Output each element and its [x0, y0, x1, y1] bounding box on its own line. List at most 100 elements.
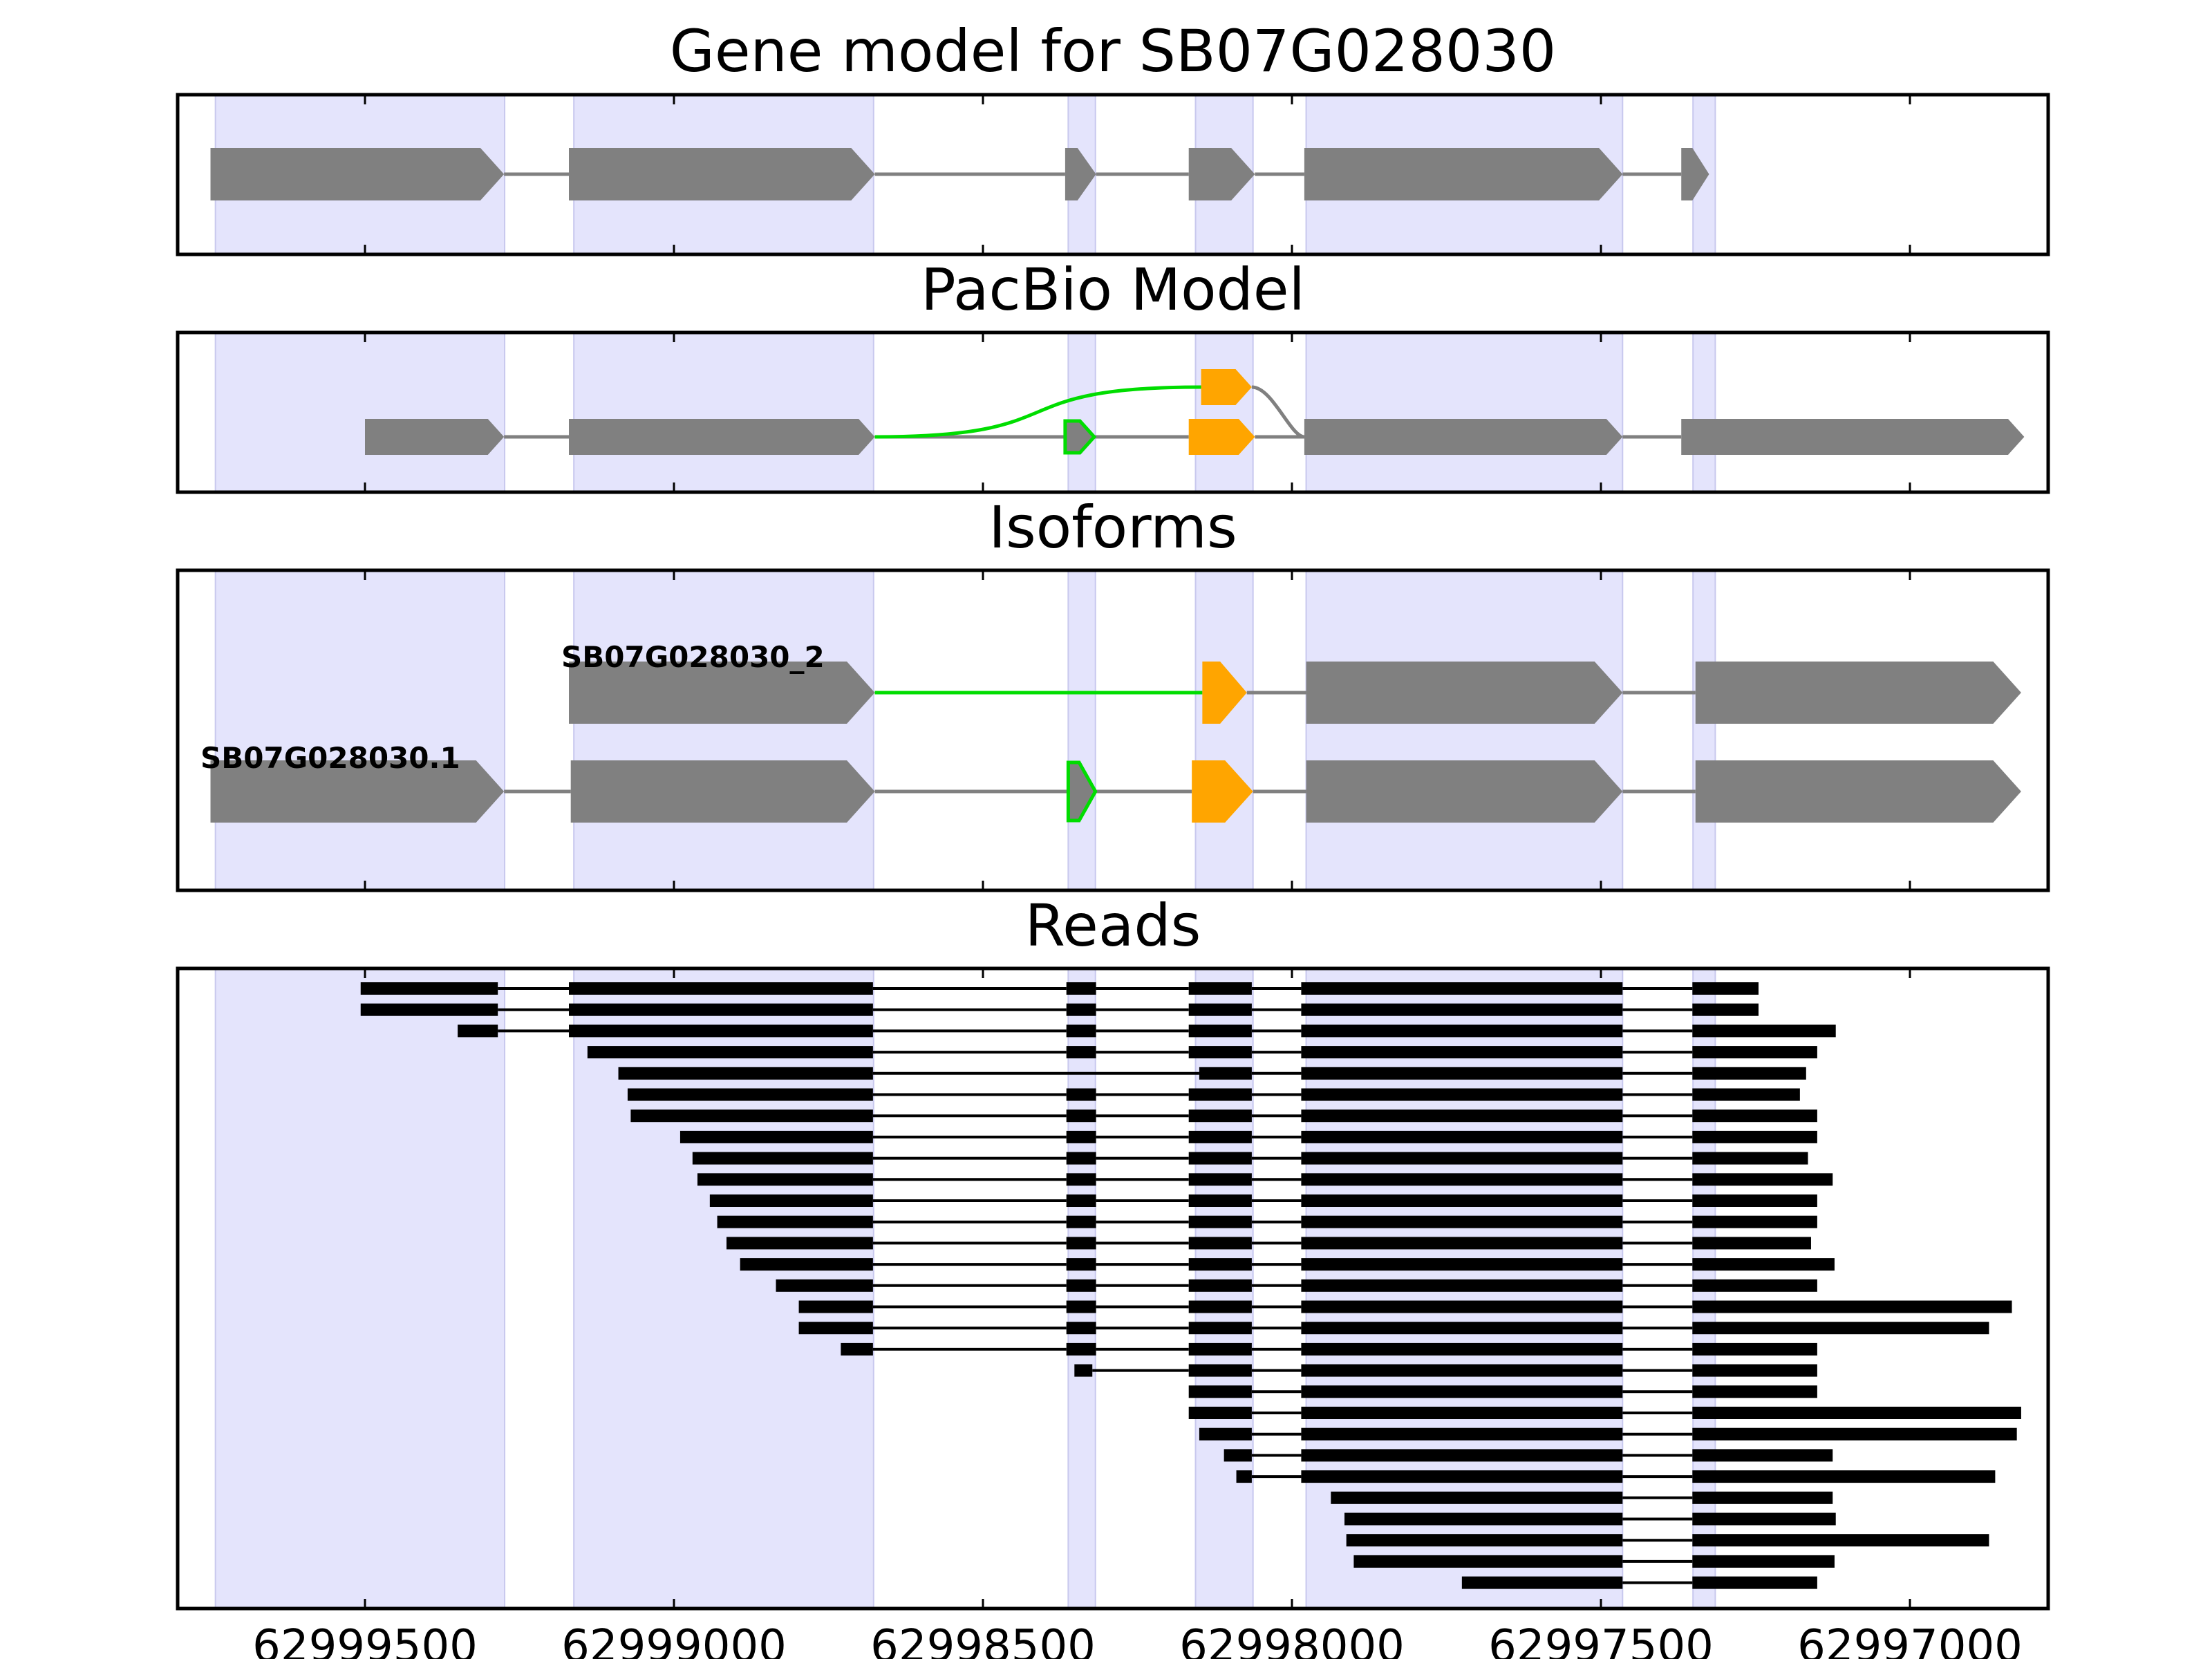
read-block [458, 1024, 498, 1038]
read-block [1188, 1046, 1252, 1059]
read-block [1301, 1067, 1623, 1080]
read-block [1301, 1173, 1623, 1186]
exon-block [365, 419, 505, 455]
read-block [1301, 1449, 1623, 1462]
read-block [1692, 1491, 1833, 1504]
read-block [1692, 1427, 2017, 1441]
alt-exon-block [1201, 369, 1252, 405]
exon-block [1681, 419, 2025, 455]
read-block [1692, 1279, 1817, 1292]
pacbio-ticks [364, 332, 1911, 492]
read-block [1692, 1088, 1800, 1101]
x-axis-labels: 62999500 62999000 62998500 62998000 6299… [252, 1621, 2023, 1659]
skipped-exon-block [1063, 419, 1097, 455]
pacbio-frame [176, 330, 2050, 494]
read-block [1301, 1279, 1623, 1292]
read-block [1188, 982, 1252, 995]
exon-block [569, 148, 875, 200]
exon-block [210, 148, 505, 200]
gene-model-panel [176, 93, 2050, 256]
read-block [1301, 1342, 1623, 1356]
read-block [1301, 1237, 1623, 1250]
read-block [1692, 1576, 1817, 1589]
exon-highlight-band [573, 570, 874, 891]
read-block [1301, 1322, 1623, 1335]
read-block [1188, 1258, 1252, 1271]
read-block [1066, 1130, 1096, 1143]
read-block [1692, 1300, 2012, 1313]
read-block [1199, 1427, 1252, 1441]
read-block [1066, 1024, 1096, 1038]
panel-title-pacbio: PacBio Model [921, 256, 1305, 324]
read-block [1188, 1279, 1252, 1292]
read-block [1692, 1173, 1833, 1186]
read-block [1353, 1555, 1623, 1568]
rejoin-curve [1251, 385, 1305, 439]
read-block [569, 982, 873, 995]
read-block [717, 1215, 873, 1228]
read-block [1066, 1194, 1096, 1207]
read-block [1301, 1024, 1623, 1038]
read-block [1188, 1130, 1252, 1143]
panel-title-reads: Reads [1025, 892, 1201, 959]
alt-exon-block [1192, 760, 1253, 823]
exon-highlight-band [1305, 570, 1624, 891]
read-block [692, 1152, 873, 1165]
read-block [1066, 1152, 1096, 1165]
read-block [1066, 1258, 1096, 1271]
read-block [1236, 1470, 1252, 1483]
panel-title-gene-model: Gene model for SB07G028030 [670, 17, 1556, 85]
exon-highlight-band [573, 332, 874, 493]
isoforms-frame [176, 568, 2050, 892]
read-block [1692, 1258, 1835, 1271]
exon-block [569, 662, 875, 724]
exon-highlight-band [214, 570, 506, 891]
exon-highlight-band [1067, 570, 1096, 891]
gene-model-ticks [364, 95, 1911, 254]
read-block [1301, 1215, 1623, 1228]
read-block [1461, 1576, 1623, 1589]
x-tick-label: 62999000 [561, 1621, 787, 1659]
exon-block [1681, 148, 1709, 200]
read-block [1188, 1003, 1252, 1016]
alt-exon-block [1202, 662, 1247, 724]
read-block [1188, 1024, 1252, 1038]
read-block [1066, 1237, 1096, 1250]
read-block [798, 1322, 873, 1335]
read-block [1188, 1342, 1252, 1356]
read-block [1188, 1194, 1252, 1207]
read-block [1692, 1215, 1817, 1228]
exon-highlight-band [1692, 570, 1716, 891]
isoform-label-1: SB07G028030.1 [200, 741, 460, 775]
read-block [1188, 1088, 1252, 1101]
read-block [630, 1109, 873, 1123]
read-block [1066, 1300, 1096, 1313]
exon-block [1065, 148, 1096, 200]
read-block [1188, 1300, 1252, 1313]
exon-highlight-band [1194, 332, 1254, 493]
read-block [1692, 1152, 1808, 1165]
read-block [1692, 982, 1759, 995]
exon-block [1188, 148, 1255, 200]
read-block [1301, 982, 1623, 995]
read-block [1301, 1046, 1623, 1059]
read-block [1074, 1364, 1093, 1377]
gene-model-tracks [210, 148, 1709, 200]
read-block [1066, 1279, 1096, 1292]
read-block [1692, 1534, 1989, 1547]
x-tick-label: 62999500 [252, 1621, 478, 1659]
isoform-label-2: SB07G028030_2 [561, 640, 825, 674]
read-block [569, 1024, 873, 1038]
read-block [1224, 1449, 1252, 1462]
exon-block [1695, 662, 2021, 724]
exon-block [1304, 148, 1623, 200]
read-block [1301, 1364, 1623, 1377]
read-block [360, 1003, 498, 1016]
read-block [1692, 1449, 1833, 1462]
read-block [1344, 1512, 1623, 1526]
read-block [1692, 1003, 1759, 1016]
read-block [1301, 1194, 1623, 1207]
read-block [360, 982, 498, 995]
exon-block [1304, 419, 1623, 455]
read-block [1066, 1003, 1096, 1016]
